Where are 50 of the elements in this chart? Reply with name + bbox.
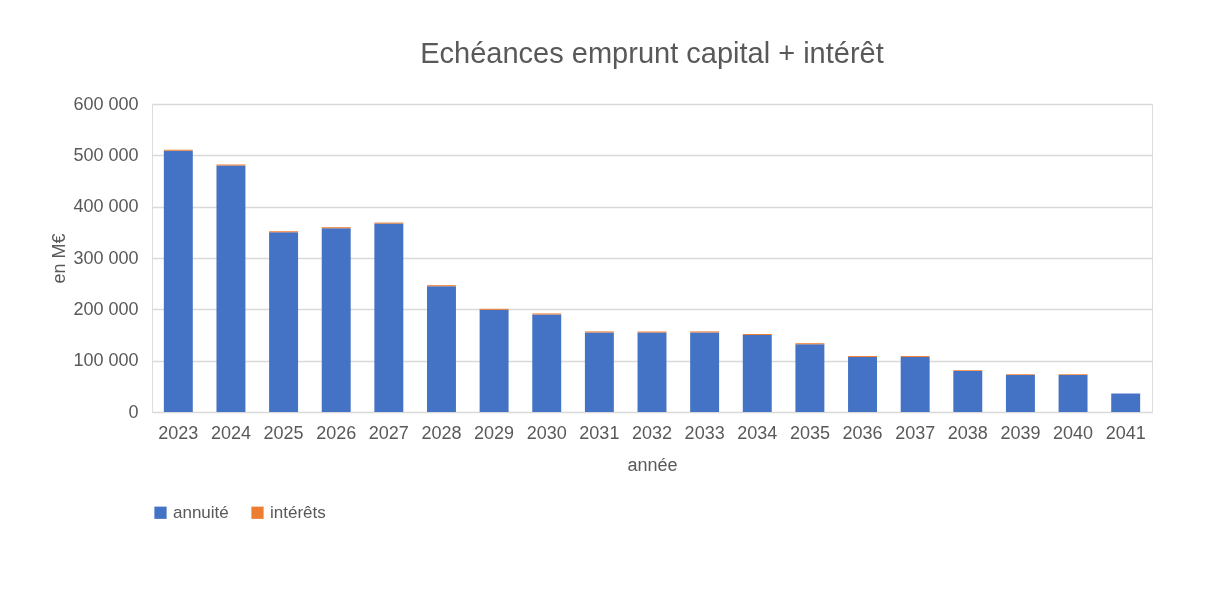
bar xyxy=(532,314,562,412)
bar xyxy=(427,286,456,412)
x-tick-label: 2033 xyxy=(684,422,725,443)
x-tick-label: 2032 xyxy=(631,422,673,443)
bar xyxy=(848,357,877,412)
x-tick-label: 2039 xyxy=(1000,422,1041,443)
y-tick-label: 600 000 xyxy=(73,93,139,114)
bar xyxy=(1058,375,1088,412)
x-tick-label: 2031 xyxy=(579,422,620,443)
x-tick-label: 2040 xyxy=(1053,422,1094,443)
y-tick-label: 400 000 xyxy=(73,196,139,217)
bar xyxy=(742,335,772,412)
y-tick-label: 0 xyxy=(128,401,139,422)
x-tick-label: 2030 xyxy=(526,422,567,443)
bar xyxy=(479,309,509,412)
chart-title: Echéances emprunt capital + intérêt xyxy=(420,37,884,69)
bar xyxy=(163,150,193,412)
x-tick-label: 2034 xyxy=(737,422,778,443)
bar xyxy=(637,332,667,412)
bar xyxy=(321,228,351,412)
x-tick-label: 2026 xyxy=(316,422,357,443)
y-tick-label: 300 000 xyxy=(73,247,139,268)
legend-label: intérêts xyxy=(270,502,326,522)
bar xyxy=(1111,393,1141,412)
x-tick-label: 2036 xyxy=(842,422,883,443)
x-tick-label: 2035 xyxy=(789,422,830,443)
legend-label: annuité xyxy=(173,502,229,522)
bar xyxy=(374,223,404,412)
bar xyxy=(269,232,299,412)
bar xyxy=(216,165,246,412)
x-axis-title: année xyxy=(627,454,678,475)
x-tick-label: 2038 xyxy=(947,422,988,443)
x-tick-label: 2023 xyxy=(158,422,199,443)
bar xyxy=(795,344,825,412)
x-tick-label: 2041 xyxy=(1105,422,1146,443)
bar xyxy=(953,370,983,412)
x-tick-label: 2029 xyxy=(474,422,515,443)
bar xyxy=(584,332,614,412)
x-tick-label: 2028 xyxy=(421,422,462,443)
x-tick-label: 2027 xyxy=(368,422,409,443)
y-tick-label: 500 000 xyxy=(73,144,139,165)
bar xyxy=(1005,375,1035,412)
x-tick-label: 2025 xyxy=(263,422,304,443)
y-tick-label: 100 000 xyxy=(73,350,139,371)
bar xyxy=(900,357,930,412)
y-tick-label: 200 000 xyxy=(73,298,139,319)
x-tick-label: 2037 xyxy=(895,422,936,443)
x-tick-label: 2024 xyxy=(210,422,251,443)
y-axis-title: en M€ xyxy=(49,233,70,284)
bar xyxy=(690,332,720,412)
